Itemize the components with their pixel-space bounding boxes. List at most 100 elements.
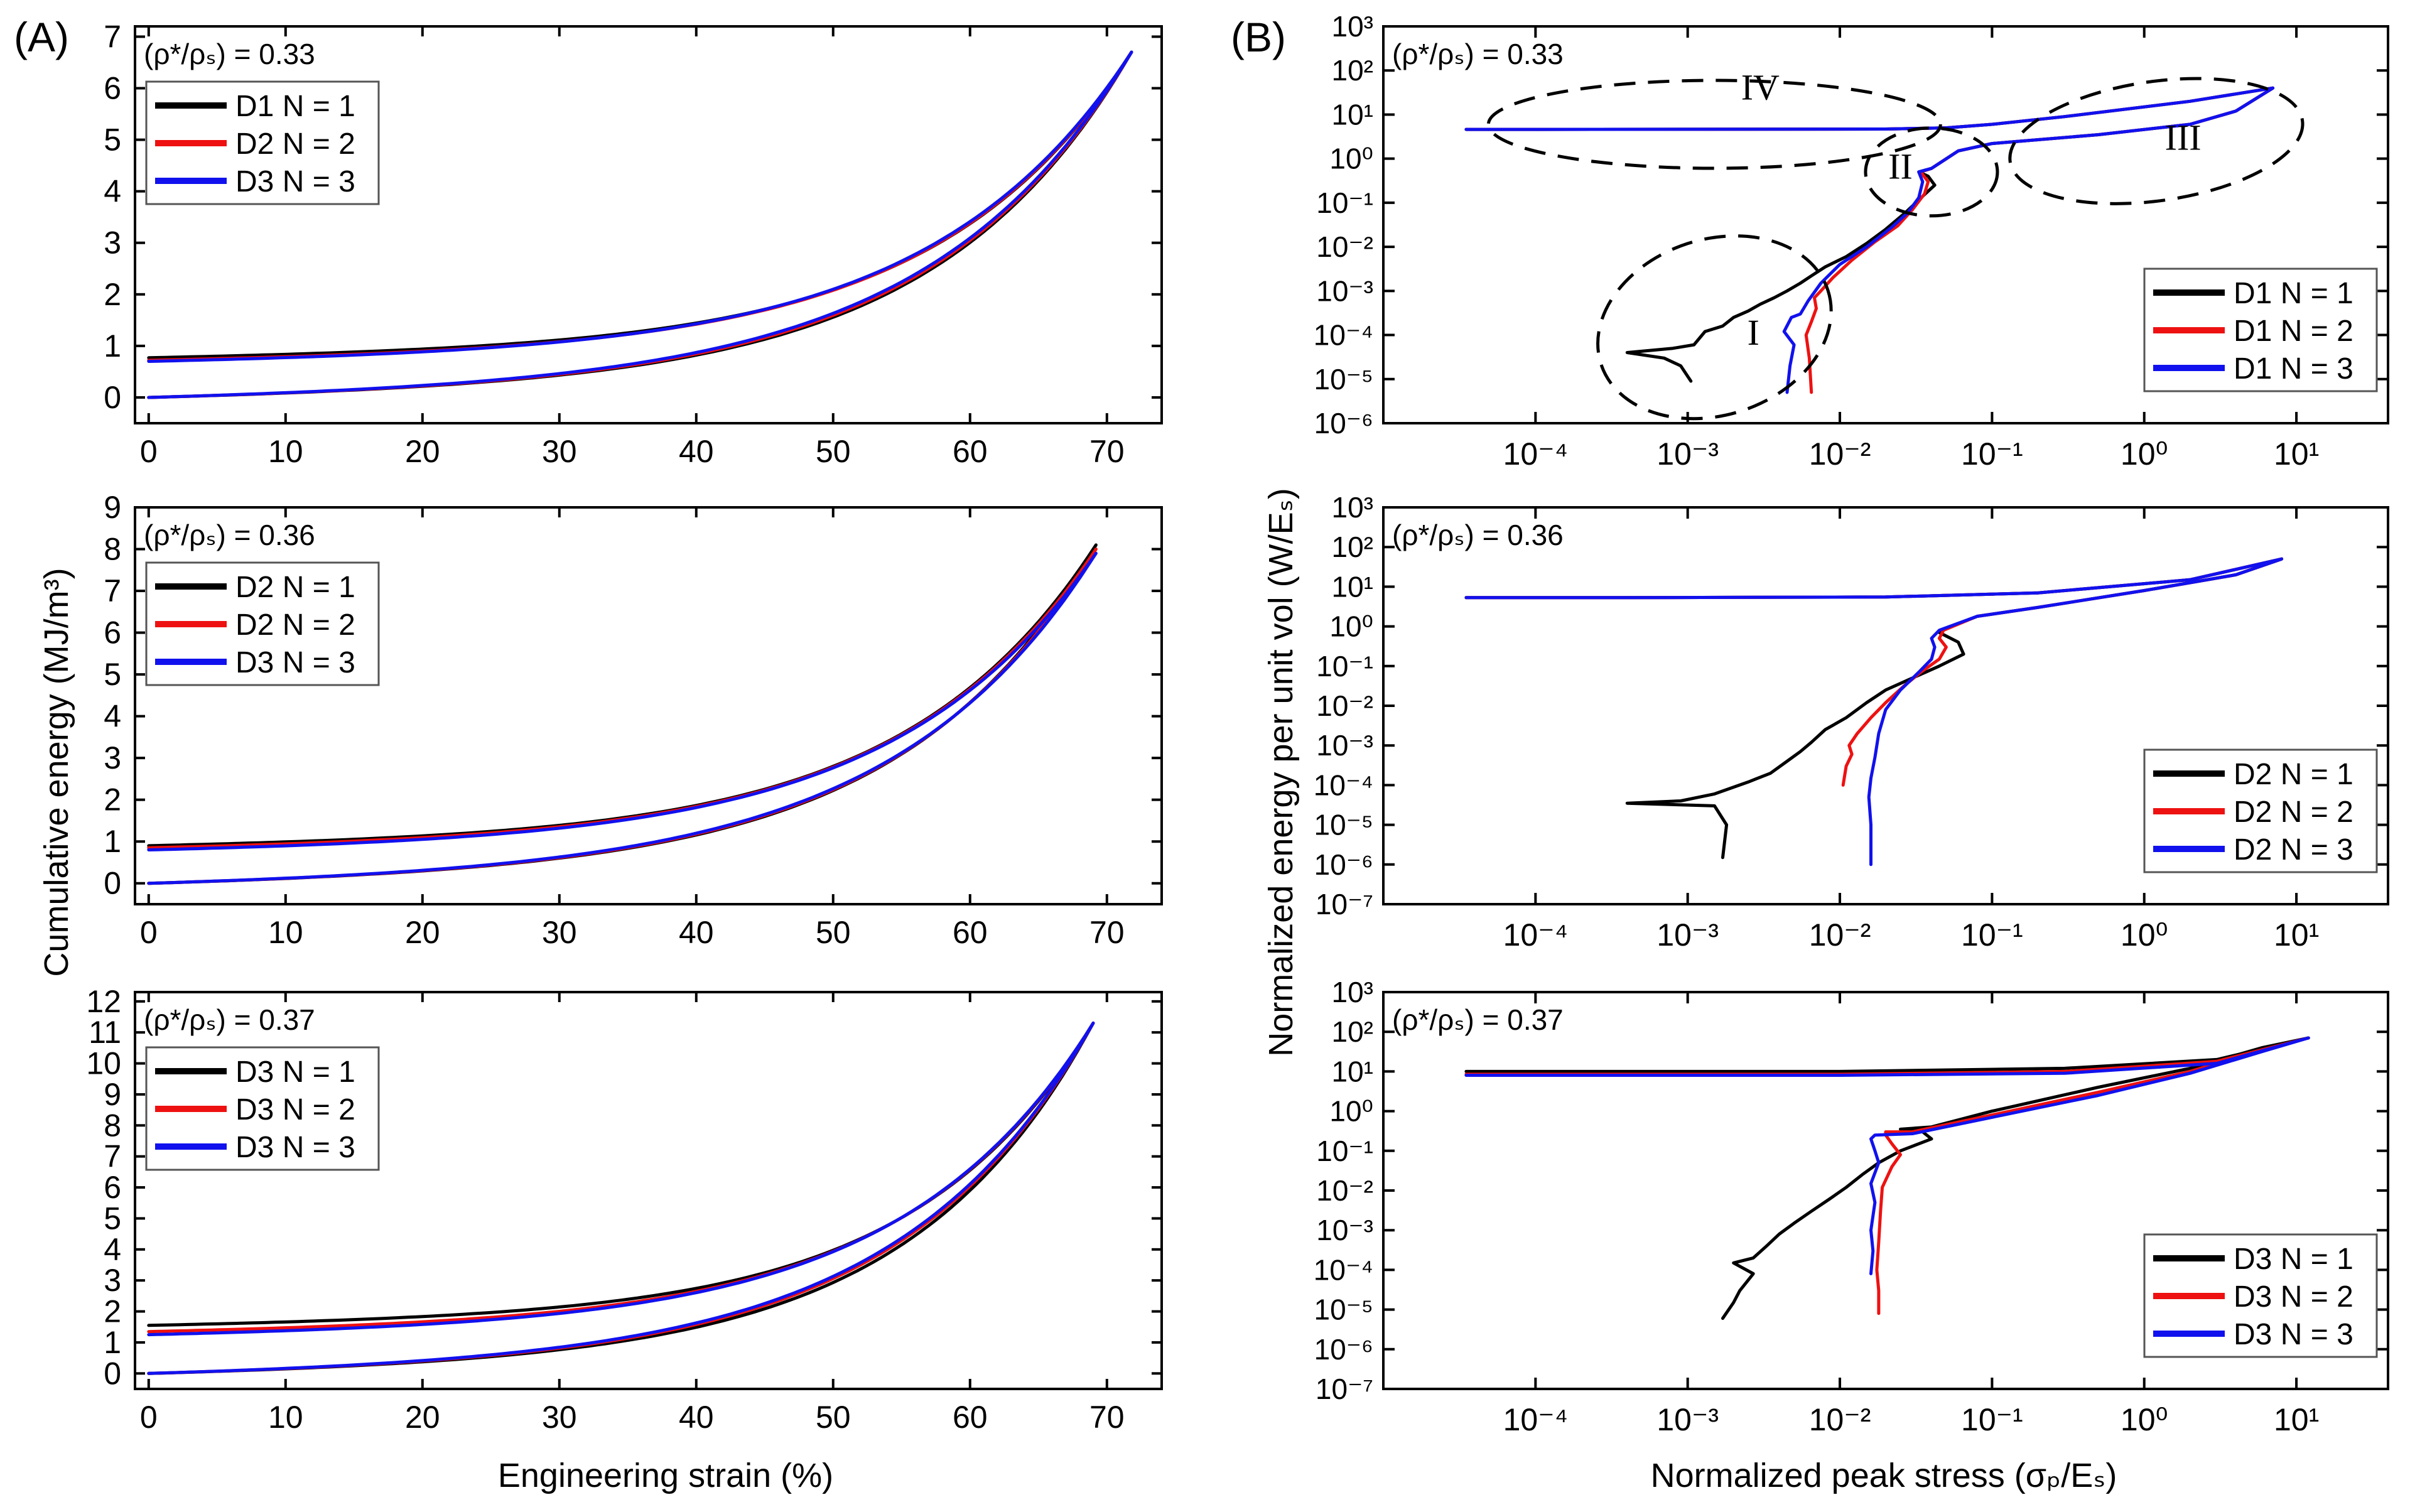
x-tick-label: 50 <box>816 434 851 469</box>
x-tick-label: 30 <box>542 1400 577 1435</box>
x-tick-label: 10⁻² <box>1809 1402 1871 1437</box>
y-tick-label: 5 <box>104 657 121 692</box>
y-tick-label: 10⁻¹ <box>1316 186 1373 219</box>
x-tick-label: 40 <box>679 1400 714 1435</box>
density-annotation: (ρ*/ρₛ) = 0.37 <box>1392 1003 1564 1036</box>
y-tick-label: 5 <box>104 1201 121 1236</box>
y-tick-label: 2 <box>104 277 121 312</box>
legend-label: D3 N = 2 <box>2234 1280 2353 1314</box>
b-xlabel: Normalized peak stress (σₚ/Eₛ) <box>1651 1457 2117 1494</box>
y-tick-label: 10⁻⁴ <box>1314 319 1373 352</box>
plot-frame <box>134 506 1163 905</box>
legend-label: D2 N = 2 <box>235 608 355 642</box>
plot-frame <box>134 25 1163 424</box>
y-tick-label: 10⁻¹ <box>1316 1135 1373 1167</box>
region-ellipse <box>1864 126 1999 218</box>
chart-a1: 0 10 20 30 40 50 60 70 0 1 2 3 4 5 6 7 (ρ*/ρₛ) = 0.33 D1 … <box>104 19 1163 469</box>
a-xlabel: Engineering strain (%) <box>498 1457 833 1494</box>
x-tick-label: 20 <box>405 434 440 469</box>
legend-label: D3 N = 1 <box>235 1056 355 1089</box>
x-tick-label: 60 <box>953 434 988 469</box>
y-tick-label: 7 <box>104 573 121 608</box>
y-tick-label: 10⁰ <box>1329 143 1373 175</box>
y-tick-label: 10⁻² <box>1316 230 1373 263</box>
x-tick-label: 10⁻³ <box>1656 1402 1719 1437</box>
x-tick-label: 10⁻⁴ <box>1503 1402 1569 1437</box>
y-tick-label: 10⁻⁴ <box>1314 769 1373 801</box>
series-line-n3 <box>147 1021 1095 1375</box>
x-tick-label: 10⁰ <box>2121 436 2168 472</box>
region-label: IV <box>1741 67 1780 107</box>
x-tick-label: 70 <box>1089 1400 1125 1435</box>
y-tick-label: 10⁻¹ <box>1316 650 1373 683</box>
y-tick-label: 10¹ <box>1332 98 1373 131</box>
legend-label: D1 N = 2 <box>2234 315 2353 348</box>
legend-label: D3 N = 1 <box>2234 1243 2353 1276</box>
x-tick-label: 10⁻³ <box>1656 917 1719 953</box>
x-tick-label: 40 <box>679 434 714 469</box>
y-tick-label: 8 <box>104 1108 121 1143</box>
region-ellipse <box>2008 77 2305 205</box>
y-tick-label: 10³ <box>1332 976 1373 1008</box>
x-tick-label: 10¹ <box>2274 917 2319 953</box>
y-tick-label: 10⁻⁵ <box>1314 363 1373 396</box>
y-tick-label: 10 <box>86 1046 121 1081</box>
x-tick-label: 10 <box>268 1400 303 1435</box>
x-tick-label: 60 <box>953 1400 988 1435</box>
x-tick-label: 60 <box>953 915 988 950</box>
y-tick-label: 6 <box>104 615 121 651</box>
y-tick-label: 10⁻⁶ <box>1314 407 1373 440</box>
y-tick-label: 11 <box>89 1015 121 1050</box>
y-tick-label: 7 <box>104 1139 121 1174</box>
y-tick-label: 10⁻³ <box>1316 1214 1373 1246</box>
y-tick-label: 1 <box>104 824 121 859</box>
y-tick-label: 3 <box>104 740 121 775</box>
density-annotation: (ρ*/ρₛ) = 0.36 <box>144 519 315 551</box>
x-tick-label: 10⁻³ <box>1656 436 1719 472</box>
x-tick-label: 50 <box>816 915 851 950</box>
region-ellipse <box>1596 234 1833 421</box>
legend-label: D3 N = 2 <box>235 1093 355 1126</box>
y-tick-label: 10⁻³ <box>1316 274 1373 307</box>
plot-frame <box>1382 25 2389 424</box>
legend-label: D1 N = 1 <box>235 90 355 123</box>
x-tick-label: 10⁻⁴ <box>1503 436 1569 472</box>
legend-label: D2 N = 2 <box>2234 796 2353 829</box>
x-tick-label: 10⁰ <box>2121 1402 2168 1437</box>
y-tick-label: 10² <box>1332 1015 1373 1048</box>
legend-label: D2 N = 1 <box>2234 758 2353 791</box>
x-tick-label: 20 <box>405 1400 440 1435</box>
density-annotation: (ρ*/ρₛ) = 0.37 <box>144 1003 315 1036</box>
legend-label: D3 N = 3 <box>2234 1318 2353 1351</box>
region-label: III <box>2165 117 2202 158</box>
legend-label: D2 N = 2 <box>235 127 355 161</box>
series-line-n3 <box>1464 86 2275 394</box>
y-tick-label: 10¹ <box>1332 1055 1373 1088</box>
x-tick-label: 0 <box>140 915 158 950</box>
legend-label: D1 N = 1 <box>2234 277 2353 310</box>
legend-label: D1 N = 3 <box>2234 352 2353 386</box>
a-ylabel: Cumulative energy (MJ/m³) <box>38 568 75 976</box>
x-tick-label: 10¹ <box>2274 436 2319 472</box>
density-annotation: (ρ*/ρₛ) = 0.36 <box>1392 519 1564 551</box>
y-tick-label: 10⁰ <box>1329 610 1373 643</box>
y-tick-label: 2 <box>104 1294 121 1329</box>
series-line-n3 <box>1464 1036 2310 1275</box>
density-annotation: (ρ*/ρₛ) = 0.33 <box>1392 38 1564 70</box>
x-tick-label: 0 <box>140 1400 158 1435</box>
x-tick-label: 70 <box>1089 434 1125 469</box>
x-tick-label: 10⁻¹ <box>1961 1402 2023 1437</box>
x-tick-label: 0 <box>140 434 158 469</box>
series-line-n3 <box>147 50 1133 399</box>
series-line-n3 <box>147 551 1098 885</box>
y-tick-label: 9 <box>104 1077 121 1112</box>
y-tick-label: 10² <box>1332 54 1373 87</box>
y-tick-label: 10⁻⁷ <box>1316 888 1373 921</box>
y-tick-label: 10⁻⁴ <box>1314 1253 1373 1286</box>
y-tick-label: 10³ <box>1332 491 1373 524</box>
x-tick-label: 40 <box>679 915 714 950</box>
y-tick-label: 10⁻⁵ <box>1314 809 1373 841</box>
density-annotation: (ρ*/ρₛ) = 0.33 <box>144 38 315 70</box>
